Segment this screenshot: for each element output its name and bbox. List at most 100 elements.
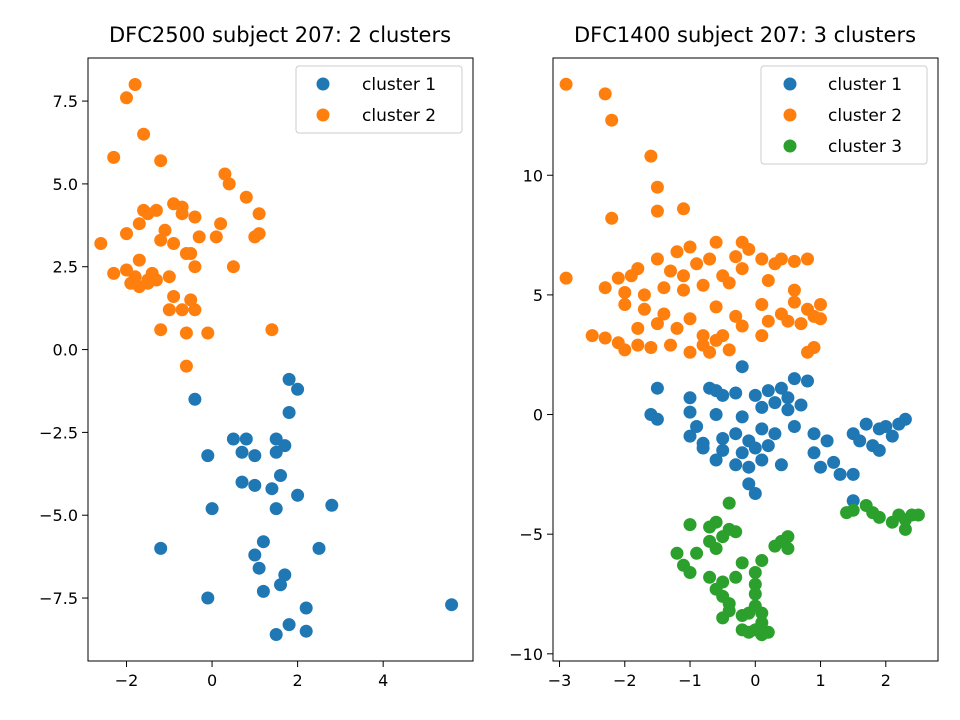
- scatter-point-cluster-1: [312, 541, 326, 555]
- plot-area-left: −2 0 2 4 −7.5 −5.0 −2.5 0.0 2.5 5.0 7.5: [39, 78, 459, 690]
- scatter-point-cluster-1: [256, 535, 270, 549]
- y-tick-label: 7.5: [53, 92, 78, 111]
- scatter-point-cluster-1: [774, 458, 788, 472]
- scatter-point-cluster-2: [677, 269, 690, 283]
- scatter-point-cluster-3: [729, 570, 743, 584]
- scatter-point-cluster-1: [235, 475, 249, 489]
- x-tick-label: 0: [750, 671, 760, 690]
- scatter-point-cluster-2: [755, 298, 769, 311]
- scatter-point-cluster-3: [898, 522, 912, 536]
- scatter-point-cluster-3: [781, 542, 795, 555]
- scatter-point-cluster-1: [716, 388, 730, 402]
- scatter-point-cluster-2: [192, 230, 206, 244]
- scatter-point-cluster-3: [703, 570, 717, 584]
- scatter-point-cluster-1: [709, 453, 723, 467]
- y-tick-label: −7.5: [39, 589, 78, 608]
- scatter-point-cluster-1: [282, 406, 296, 419]
- scatter-point-cluster-2: [755, 329, 769, 343]
- x-tick-label: −1: [678, 671, 702, 690]
- scatter-point-cluster-1: [201, 449, 215, 463]
- scatter-point-cluster-2: [239, 190, 253, 204]
- scatter-point-cluster-2: [664, 264, 677, 278]
- legend-box: [760, 65, 928, 165]
- scatter-point-cluster-2: [559, 77, 573, 91]
- scatter-point-cluster-1: [755, 422, 769, 436]
- scatter-point-cluster-2: [677, 202, 690, 216]
- y-tick-label: 5.0: [53, 175, 78, 194]
- scatter-point-cluster-2: [175, 207, 189, 221]
- legend: cluster 1 cluster 2 cluster 3: [760, 65, 928, 165]
- scatter-point-cluster-2: [222, 177, 236, 191]
- scatter-point-cluster-1: [735, 446, 749, 460]
- scatter-point-cluster-1: [872, 443, 886, 457]
- scatter-point-cluster-2: [729, 250, 743, 264]
- scatter-point-cluster-1: [716, 432, 730, 445]
- scatter-point-cluster-2: [690, 257, 704, 271]
- scatter-point-cluster-1: [282, 372, 296, 386]
- scatter-point-cluster-2: [120, 227, 133, 241]
- axes-frame: [87, 57, 474, 662]
- scatter-point-cluster-2: [162, 270, 176, 284]
- scatter-point-cluster-2: [132, 253, 146, 267]
- scatter-point-cluster-2: [214, 217, 228, 231]
- scatter-point-cluster-2: [683, 240, 697, 254]
- scatter-point-cluster-2: [807, 341, 821, 354]
- scatter-point-cluster-1: [742, 460, 756, 474]
- scatter-point-cluster-1: [761, 439, 775, 453]
- scatter-point-cluster-2: [794, 317, 808, 331]
- scatter-point-cluster-1: [735, 360, 749, 374]
- scatter-point-cluster-1: [729, 458, 743, 472]
- scatter-point-cluster-2: [618, 286, 632, 299]
- scatter-point-cluster-1: [885, 429, 899, 443]
- legend-marker-cluster-2: [316, 108, 330, 122]
- scatter-point-cluster-2: [137, 127, 151, 141]
- y-tick-label: −10: [509, 645, 543, 664]
- scatter-point-cluster-2: [618, 298, 632, 311]
- scatter-point-cluster-1: [235, 445, 249, 459]
- scatter-point-cluster-2: [184, 247, 198, 260]
- scatter-point-cluster-1: [269, 502, 283, 516]
- scatter-point-cluster-1: [787, 420, 801, 433]
- scatter-point-cluster-1: [801, 374, 814, 388]
- scatter-point-cluster-2: [598, 87, 612, 101]
- scatter-point-cluster-1: [846, 467, 860, 481]
- scatter-point-cluster-2: [631, 262, 645, 276]
- scatter-point-cluster-2: [158, 223, 172, 237]
- scatter-point-cluster-2: [128, 78, 142, 91]
- scatter-point-cluster-2: [154, 233, 168, 247]
- scatter-point-cluster-1: [274, 578, 287, 592]
- scatter-point-cluster-2: [611, 271, 625, 285]
- scatter-point-cluster-3: [846, 503, 860, 517]
- scatter-point-cluster-2: [644, 341, 658, 354]
- scatter-point-cluster-3: [748, 587, 762, 601]
- scatter-point-cluster-2: [657, 307, 671, 321]
- scatter-point-cluster-2: [120, 91, 133, 105]
- scatter-point-cluster-3: [735, 556, 749, 570]
- scatter-point-cluster-2: [175, 303, 189, 317]
- axes-frame: [552, 57, 939, 662]
- y-tick-label: −2.5: [39, 423, 78, 442]
- scatter-point-cluster-2: [709, 333, 723, 347]
- scatter-point-cluster-1: [226, 432, 240, 446]
- scatter-point-cluster-2: [703, 252, 717, 266]
- scatter-point-cluster-2: [585, 329, 599, 343]
- scatter-point-cluster-1: [248, 548, 262, 562]
- scatter-point-cluster-2: [179, 326, 193, 340]
- scatter-point-cluster-2: [703, 345, 717, 359]
- scatter-point-cluster-1: [256, 584, 270, 598]
- scatter-point-cluster-1: [794, 398, 808, 412]
- legend-label: cluster 1: [828, 75, 902, 95]
- scatter-point-cluster-1: [248, 449, 262, 463]
- scatter-point-cluster-3: [709, 515, 723, 529]
- scatter-point-cluster-2: [787, 295, 801, 309]
- scatter-point-cluster-2: [188, 303, 202, 317]
- legend-label: cluster 2: [828, 106, 902, 126]
- scatter-point-cluster-2: [670, 245, 684, 259]
- legend-marker-cluster-1: [783, 77, 797, 91]
- scatter-point-cluster-1: [274, 469, 287, 482]
- scatter-point-cluster-1: [853, 434, 867, 448]
- scatter-point-cluster-1: [768, 427, 782, 441]
- scatter-point-cluster-2: [742, 242, 756, 256]
